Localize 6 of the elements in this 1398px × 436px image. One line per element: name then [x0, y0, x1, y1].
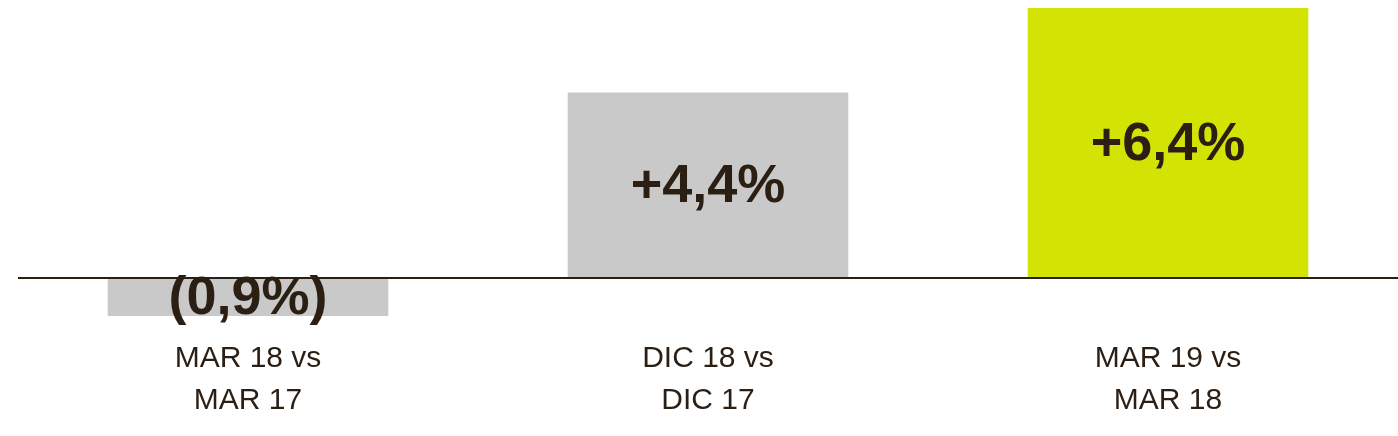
x-tick-label: DIC 18 vs DIC 17	[642, 340, 774, 416]
x-tick-label: MAR 19 vs MAR 18	[1094, 340, 1242, 416]
x-tick-label: MAR 18 vs MAR 17	[174, 340, 322, 416]
data-label: +6,4%	[1090, 110, 1246, 171]
data-label: +4,4%	[630, 153, 786, 214]
data-label: (0,9%)	[168, 264, 328, 325]
